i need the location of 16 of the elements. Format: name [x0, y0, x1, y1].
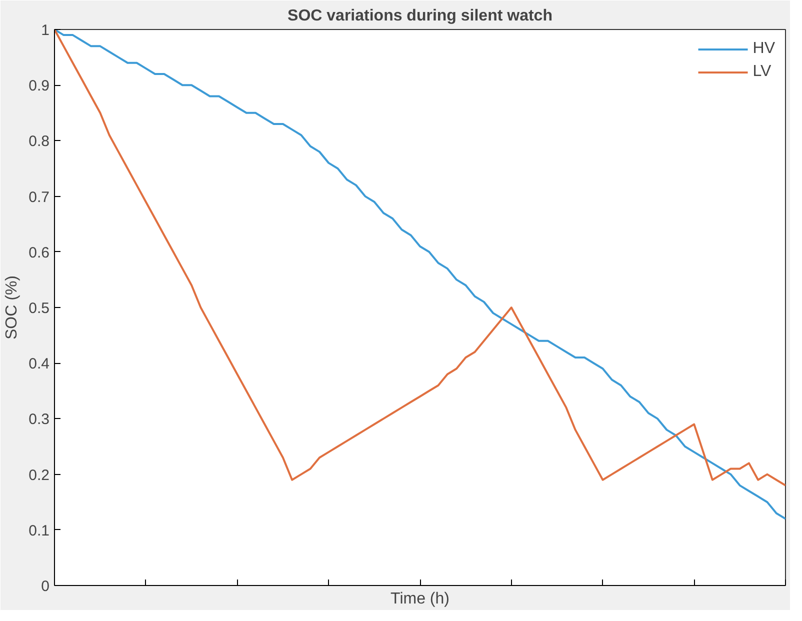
y-tick-label: 0.6	[28, 244, 50, 262]
chart-title: SOC variations during silent watch	[288, 8, 552, 24]
y-tick-label: 0.3	[28, 411, 50, 428]
y-tick-label: 0.2	[28, 466, 50, 484]
y-tick-label: 0.9	[28, 78, 50, 95]
x-axis-title: Time (h)	[390, 590, 450, 608]
y-axis-title: SOC (%)	[4, 276, 21, 340]
y-tick-label: 0.8	[28, 133, 50, 150]
legend-label: LV	[752, 63, 772, 81]
y-tick-label: 0.4	[28, 356, 50, 373]
y-tick-label: 0.5	[28, 300, 50, 317]
y-tick-label: 0	[41, 578, 50, 595]
y-tick-label: 0.1	[28, 522, 50, 540]
legend-label: HV	[752, 40, 775, 58]
y-tick-label: 1	[41, 22, 50, 39]
y-tick-label: 0.7	[28, 188, 50, 206]
